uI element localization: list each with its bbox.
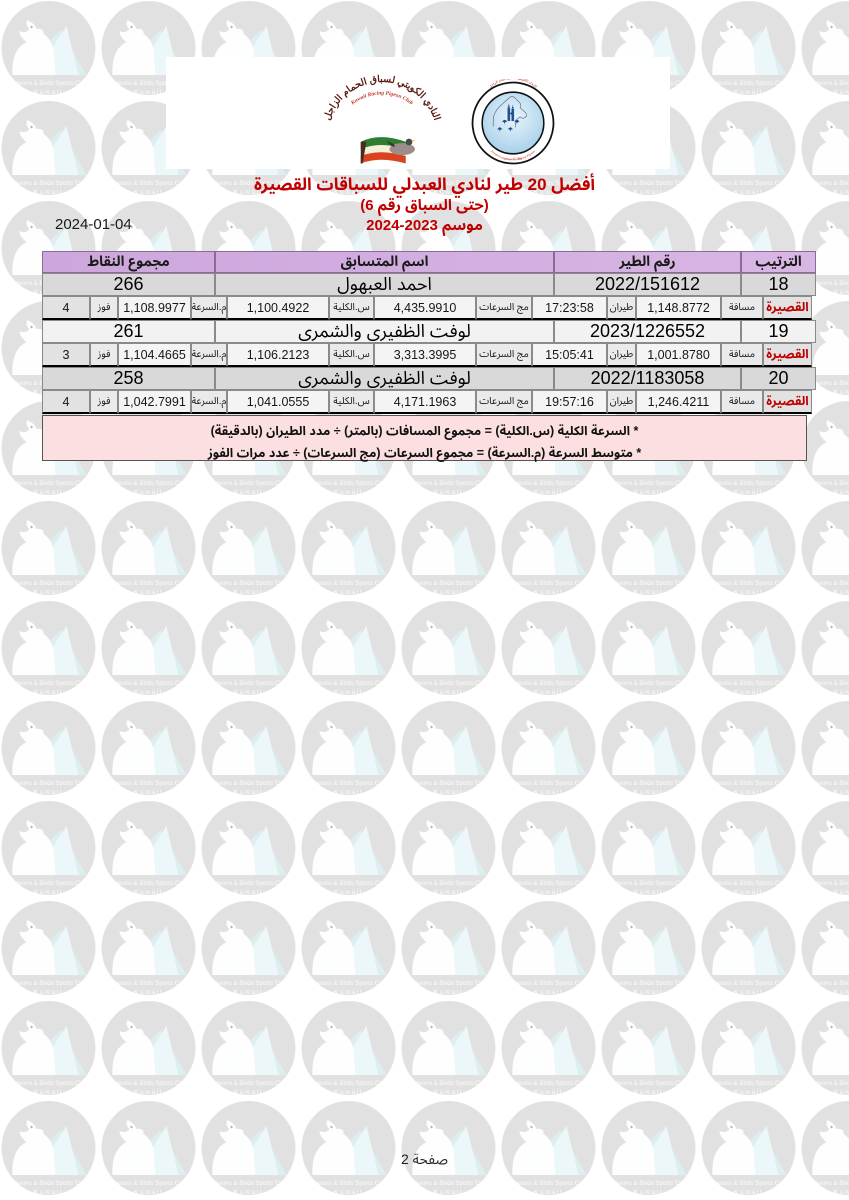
svg-text:النادي الكويتي لسباق الحمام ال: النادي الكويتي لسباق الحمام الزاجل: [322, 74, 442, 122]
svg-text:Kuwait Racing Pigeon Club: Kuwait Racing Pigeon Club: [349, 90, 414, 106]
